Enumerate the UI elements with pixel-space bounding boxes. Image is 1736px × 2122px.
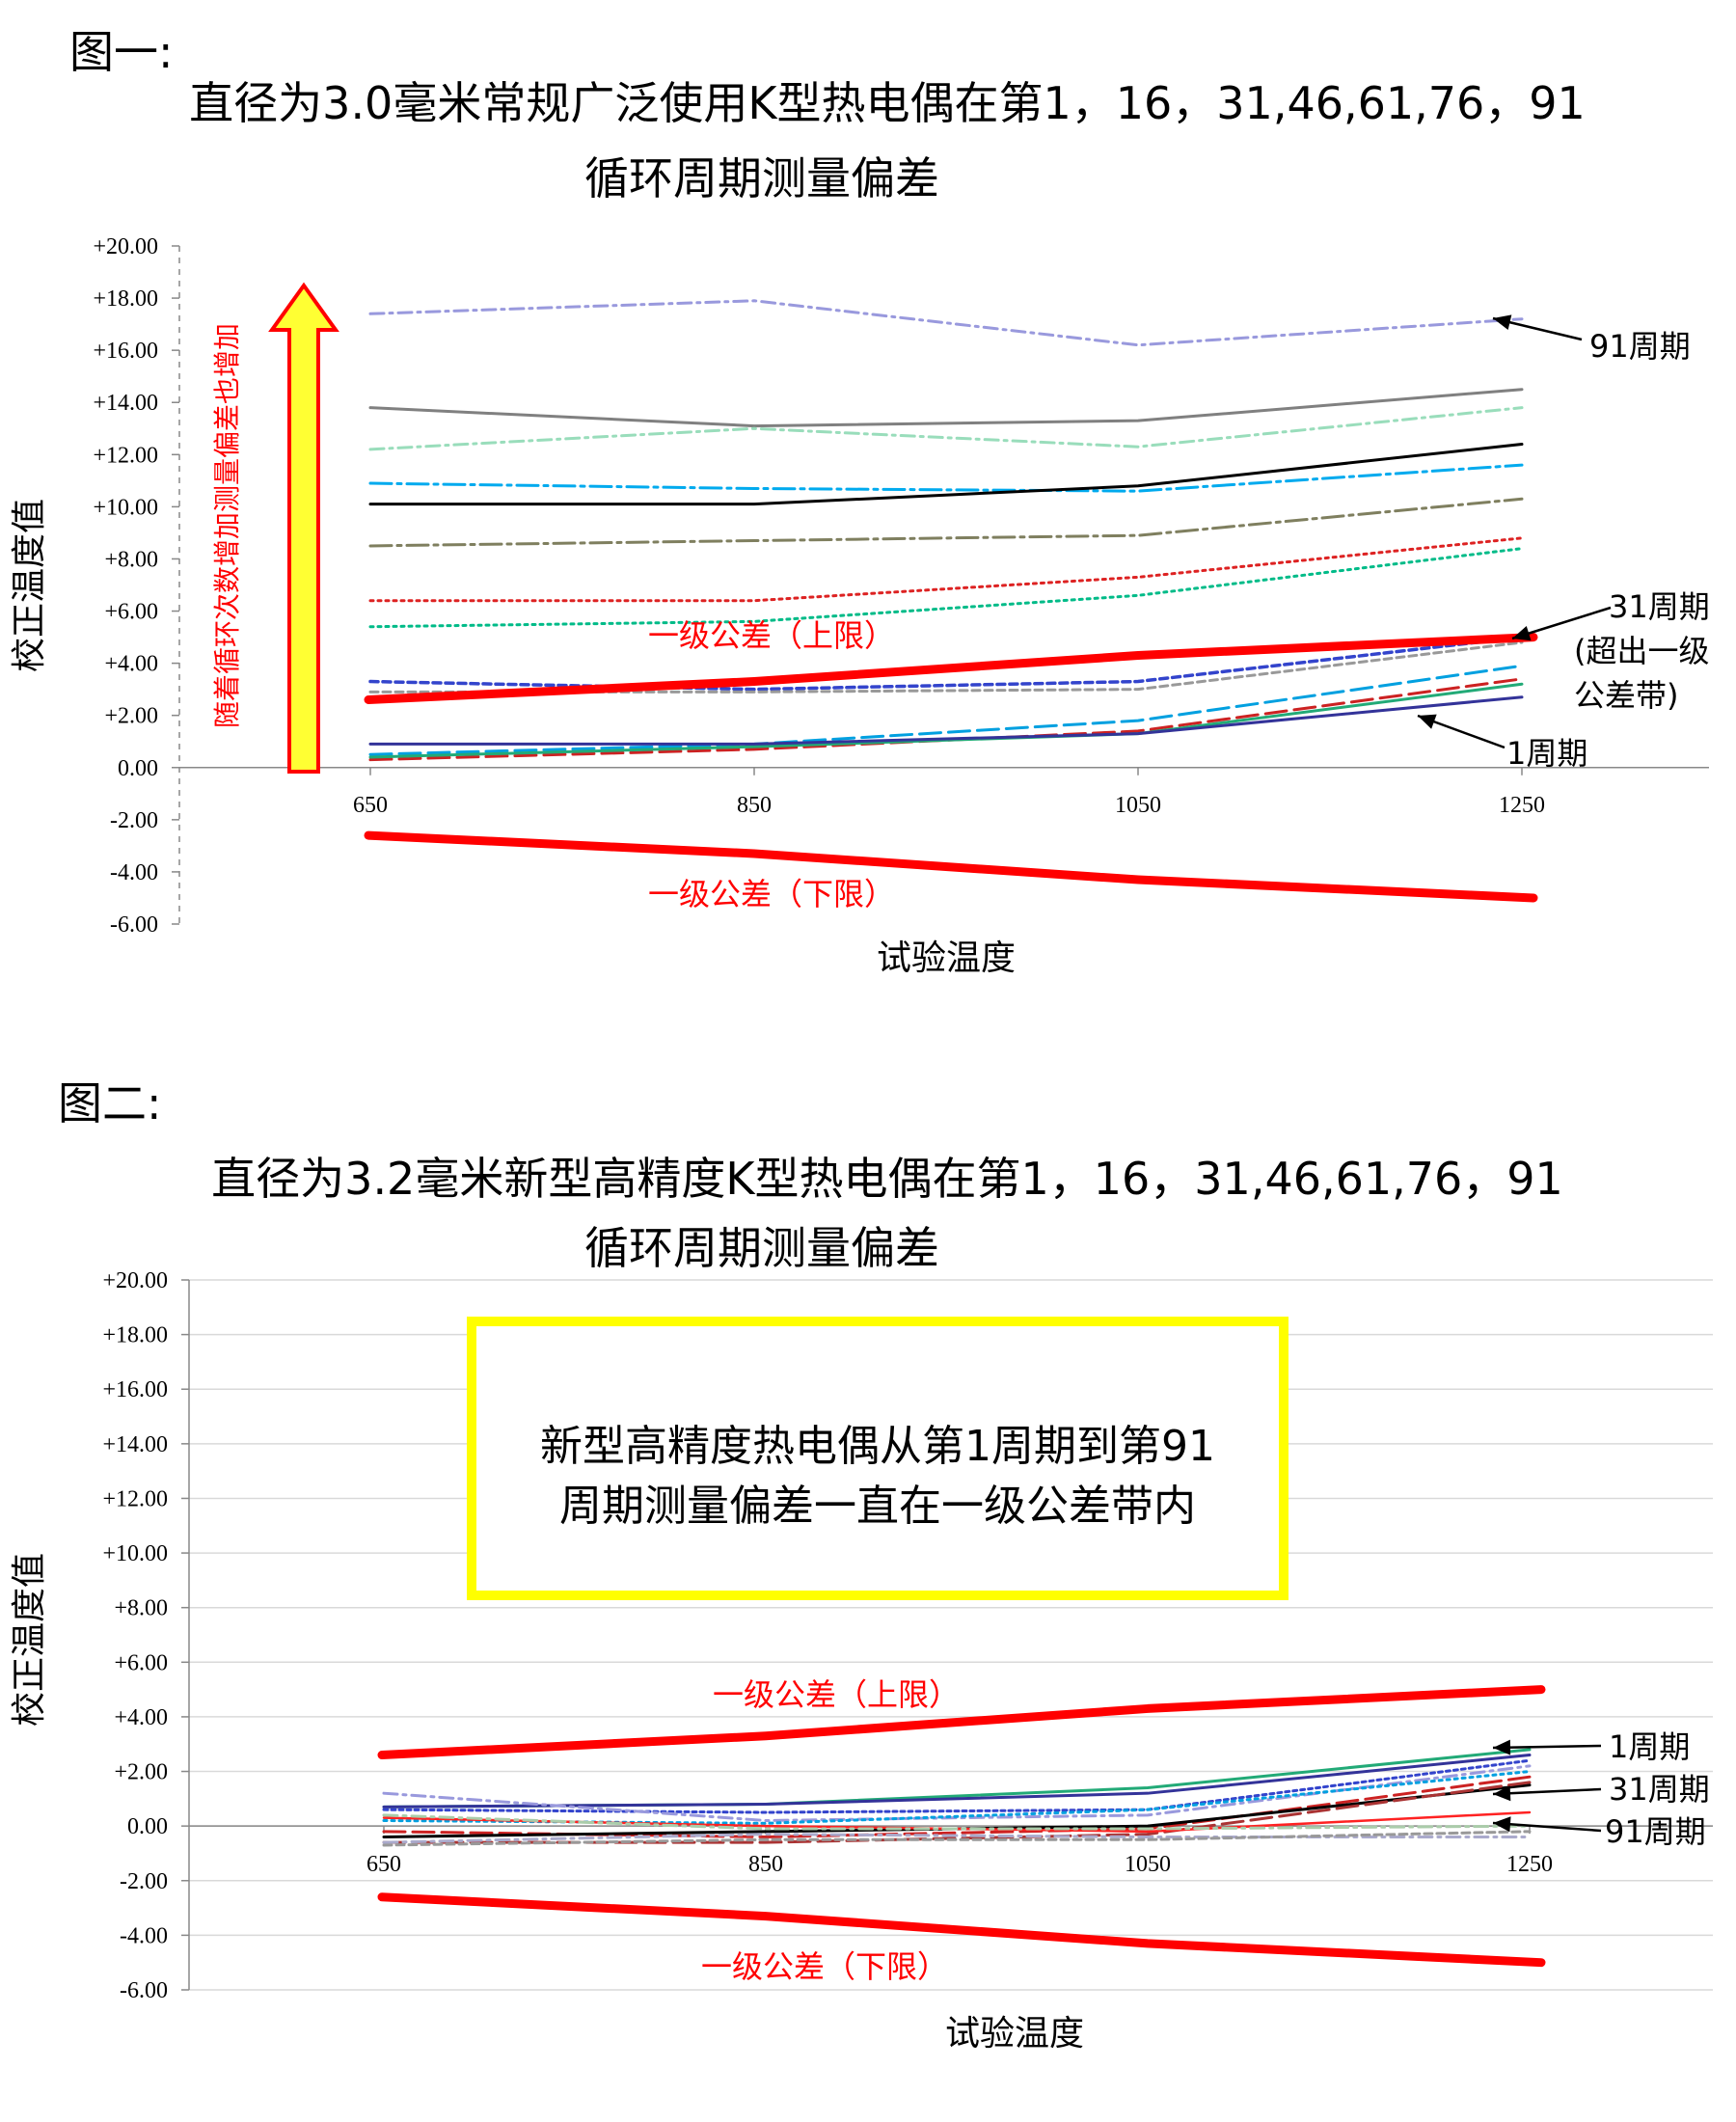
series-line [368,388,1524,428]
upper-tolerance-label: 一级公差（上限） [713,1676,960,1713]
figure2-title-line1: 直径为3.2毫米新型高精度K型热电偶在第1，16，31,46,61,76，91 [211,1153,1563,1205]
annotation-1: 1周期 [1506,735,1587,772]
annotation-31: 31周期 [1609,588,1710,625]
x-tick-label: 850 [737,793,772,818]
y-tick-label: +14.00 [102,1432,168,1457]
figure1-title-line2: 循环周期测量偏差 [584,152,939,204]
x-tick-label: 1250 [1499,793,1545,818]
figure2-title-line2: 循环周期测量偏差 [584,1222,939,1274]
series-line [382,1770,1532,1825]
upper-tolerance-label: 一级公差（上限） [648,617,895,654]
x-tick-label: 1250 [1506,1852,1553,1877]
arrow-1-head [1493,1739,1511,1755]
series-line [368,497,1524,548]
arrow-91-head [1493,1816,1511,1833]
tolerance-lower-line [364,830,1538,903]
tolerance-upper-line [364,633,1538,704]
arrow-31-head [1512,625,1532,641]
y-tick-label: -2.00 [110,808,158,833]
annotation-91: 91周期 [1605,1813,1706,1850]
y-axis-title: 校正温度值 [10,499,49,672]
x-axis-title: 试验温度 [877,939,1016,978]
x-tick-label: 650 [366,1852,401,1877]
y-tick-label: -6.00 [120,1978,168,2003]
y-tick-label: +18.00 [102,1323,168,1348]
series-line [368,299,1524,347]
y-tick-label: +8.00 [114,1596,168,1621]
y-tick-label: +20.00 [102,1268,168,1293]
series-line [368,463,1524,493]
callout-line1: 新型高精度热电偶从第1周期到第91 [540,1422,1215,1471]
arrow-1 [1492,1744,1602,1750]
series-line [368,677,1524,762]
arrow-91 [1492,1821,1602,1833]
x-tick-label: 850 [748,1852,783,1877]
callout-box: 新型高精度热电偶从第1周期到第91 周期测量偏差一直在一级公差带内 [467,1317,1288,1600]
series-line [382,1813,1532,1831]
annotation-31-note: (超出一级 [1574,633,1710,669]
figure1-title-line1: 直径为3.0毫米常规广泛使用K型热电偶在第1，16，31,46,61,76，91 [189,77,1586,129]
figure1-label: 图一: [69,26,174,78]
series-line [368,442,1524,506]
y-axis-title: 校正温度值 [10,1553,49,1727]
y-tick-label: +16.00 [93,339,158,364]
annotation-1: 1周期 [1609,1728,1690,1765]
series-line [368,536,1524,603]
series-line [382,1830,1532,1847]
figure2-label: 图二: [58,1077,162,1129]
x-tick-label: 1050 [1125,1852,1171,1877]
series-line [368,406,1524,451]
y-tick-label: 0.00 [127,1814,168,1839]
lower-tolerance-label: 一级公差（下限） [701,1948,948,1985]
lower-tolerance-label: 一级公差（下限） [648,876,895,912]
series-line [368,635,1524,692]
series-line [368,547,1524,629]
y-tick-label: +6.00 [114,1650,168,1675]
y-tick-label: +12.00 [102,1486,168,1511]
y-tick-label: +4.00 [104,652,158,677]
y-tick-label: +14.00 [93,391,158,416]
arrow-31 [1492,1787,1602,1796]
x-axis-title: 试验温度 [945,2014,1084,2054]
x-tick-label: 1050 [1115,793,1161,818]
series-line [368,695,1524,746]
arrow-31-head [1493,1785,1511,1802]
y-tick-label: +8.00 [104,547,158,572]
y-tick-label: -6.00 [110,912,158,938]
y-tick-label: +2.00 [104,704,158,729]
tolerance-lower-line [377,1892,1546,1968]
series-line [382,1754,1532,1809]
side-note: 随着循环次数增加测量偏差也增加 [211,323,243,728]
y-tick-label: +12.00 [93,443,158,468]
y-tick-label: +10.00 [93,495,158,520]
tolerance-upper-line [377,1685,1546,1760]
series-line [382,1758,1532,1814]
y-tick-label: +2.00 [114,1760,168,1785]
x-tick-label: 650 [353,793,388,818]
annotation-31-note2: 公差带) [1574,677,1679,714]
arrow-91-head [1493,314,1512,330]
annotation-31: 31周期 [1609,1771,1710,1808]
y-tick-label: +10.00 [102,1541,168,1566]
callout-line2: 周期测量偏差一直在一级公差带内 [559,1482,1196,1531]
y-tick-label: -4.00 [110,860,158,885]
y-tick-label: +20.00 [93,234,158,259]
y-tick-label: -4.00 [120,1923,168,1948]
arrow-1-head [1418,714,1437,729]
y-tick-label: -2.00 [120,1869,168,1894]
y-tick-label: +4.00 [114,1705,168,1730]
y-tick-label: +18.00 [93,286,158,312]
y-tick-label: 0.00 [118,756,158,781]
increase-arrow [268,282,339,774]
series-line [368,664,1524,756]
y-tick-label: +6.00 [104,600,158,625]
annotation-91: 91周期 [1589,328,1691,365]
y-tick-label: +16.00 [102,1377,168,1402]
